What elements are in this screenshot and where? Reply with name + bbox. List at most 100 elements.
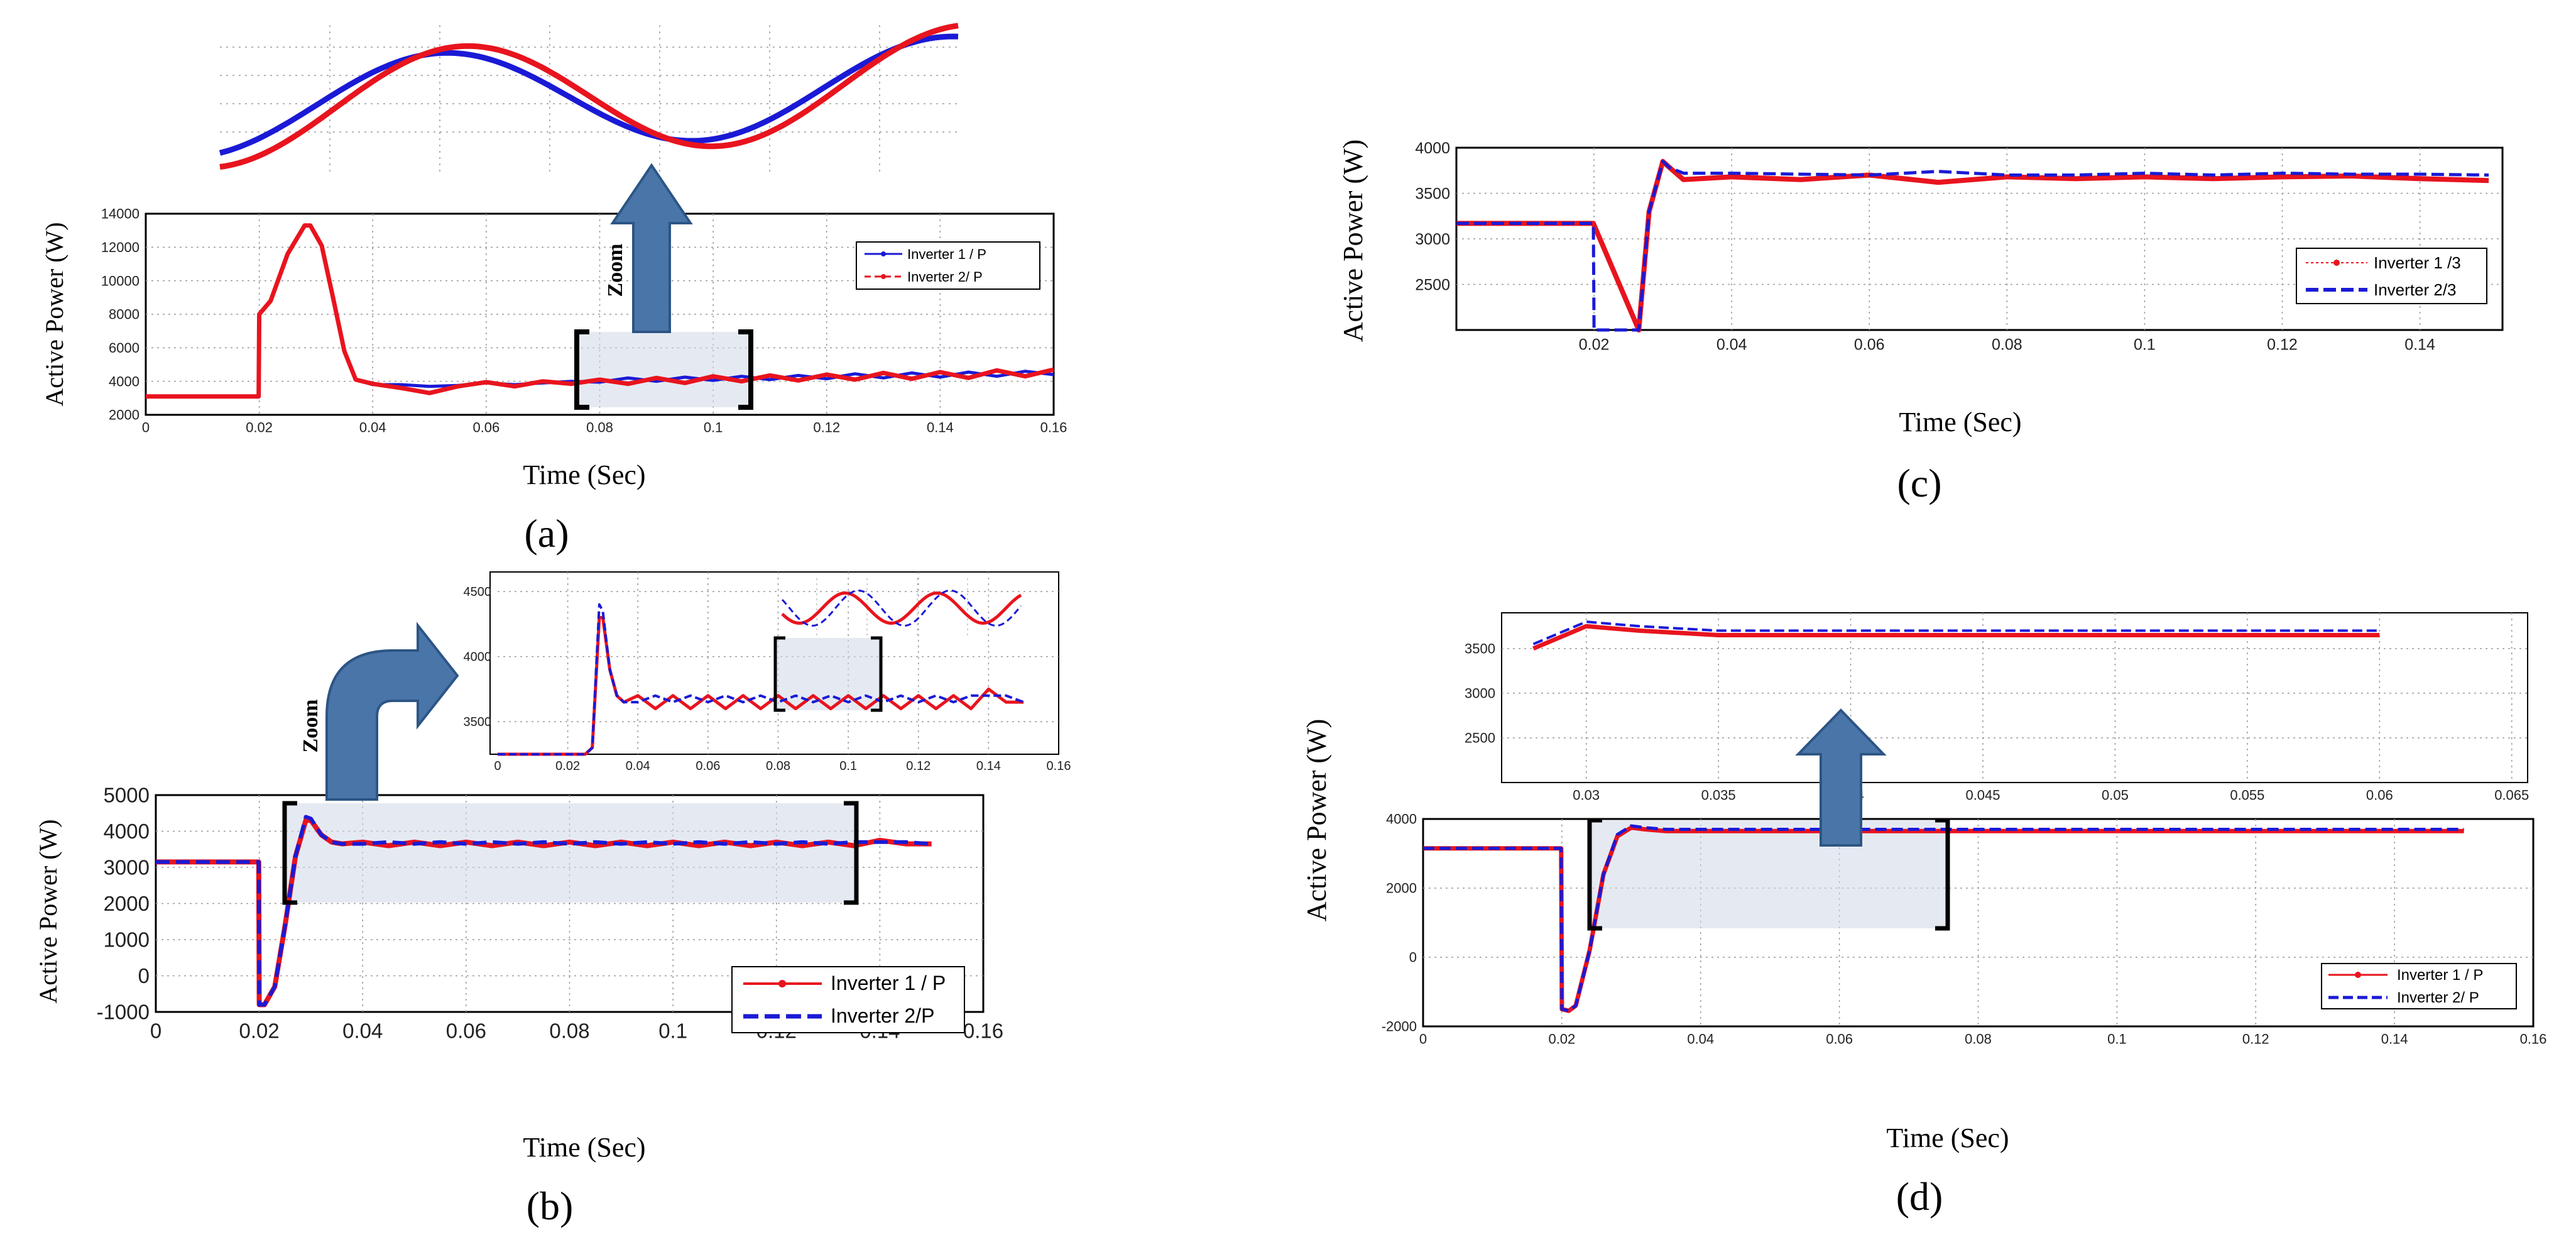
panel-a-inset-line-1: [219, 33, 959, 156]
panel-a-legend-marker-2: [881, 274, 886, 279]
panel-b-inset-y-tick-label: 4000: [464, 651, 492, 664]
panel-a-y-tick-label: 6000: [109, 340, 139, 356]
panel-c-x-tick-label: 0.02: [1579, 336, 1610, 353]
panel-b-y-tick-label: 5000: [104, 784, 150, 807]
panel-a-x-tick-label: 0.1: [704, 420, 723, 436]
panel-b-x-tick-label: 0.02: [239, 1019, 280, 1042]
panel-b-right-bracket: [844, 801, 859, 905]
panel-b-inset-x-ticks: 0 0.02 0.04 0.06 0.08 0.1 0.12 0.14 0.16: [494, 759, 1071, 773]
panel-b-inset-y-tick-label: 3500: [464, 715, 492, 729]
panel-c-x-tick-label: 0.08: [1992, 336, 2022, 353]
panel-b-zoom-label: Zoom: [299, 700, 322, 753]
panel-a-y-tick-label: 2000: [109, 407, 139, 423]
panel-b-left-bracket: [282, 801, 297, 905]
panel-b-zoom-highlight: [285, 803, 856, 903]
panel-d-zoom-arrow-icon: [1795, 708, 1887, 847]
panel-d-y-tick-label: -2000: [1382, 1019, 1417, 1035]
panel-a-zoom-inset: [219, 23, 959, 173]
panel-d-x-ticks: 0 0.02 0.04 0.06 0.08 0.1 0.12 0.14 0.16: [1419, 1031, 2547, 1047]
panel-a-x-tick-label: 0.08: [586, 420, 613, 436]
panel-d-inset-line-2: [1532, 620, 2380, 645]
panel-d-series: [1423, 824, 2464, 1013]
panel-c-legend-label-2: Inverter 2/3: [2374, 280, 2457, 299]
panel-c-x-tick-label: 0.12: [2267, 336, 2298, 353]
panel-c-line-2: [1456, 160, 2489, 332]
panel-d-x-tick-label: 0.02: [1548, 1031, 1575, 1047]
panel-b-x-tick-label: 0.06: [446, 1019, 486, 1042]
panel-c-y-tick-label: 2500: [1415, 276, 1450, 294]
panel-a-x-tick-label: 0.12: [813, 420, 840, 436]
panel-d-inset-x-tick-label: 0.03: [1573, 788, 1600, 803]
panel-d-inset-grid: [1502, 613, 2528, 783]
panel-a-zoom-arrow-icon: [610, 163, 693, 333]
panel-a-x-tick-label: 0.04: [359, 420, 386, 436]
panel-c-x-axis-label: Time (Sec): [1899, 407, 2021, 437]
panel-b-inset-x-tick-label: 0: [494, 759, 501, 773]
panel-b-inset-left-bracket: [773, 636, 785, 712]
panel-d-right-bracket: [1935, 818, 1950, 931]
panel-b-inset: 0 0.02 0.04 0.06 0.08 0.1 0.12 0.14 0.16 3500 400…: [464, 571, 1071, 773]
panel-a-legend-label-1: Inverter 1 / P: [907, 246, 986, 262]
panel-a-zoom-highlight: [577, 332, 751, 407]
panel-a-y-axis-label: Active Power (W): [40, 222, 68, 406]
panel-c-series: [1456, 158, 2489, 332]
panel-b-x-tick-label: 0.16: [963, 1019, 1003, 1042]
panel-a-x-tick-label: 0.14: [927, 420, 954, 436]
panel-d-legend-label-1: Inverter 1 / P: [2397, 967, 2483, 984]
panel-a-series: [146, 223, 1054, 399]
panel-b-inset-x-tick-label: 0.04: [626, 759, 650, 773]
panel-d-left-bracket: [1587, 818, 1602, 931]
panel-d-x-tick-label: 0.1: [2107, 1031, 2127, 1047]
panel-d-inset-frame: [1501, 612, 2528, 783]
panel-b-inset-zoom-highlight: [775, 638, 881, 710]
panel-a-x-tick-label: 0.06: [472, 420, 499, 436]
panel-b-x-tick-label: 0.04: [342, 1019, 383, 1042]
panel-a-x-tick-label: 0: [142, 420, 150, 436]
panel-c-legend: Inverter 1 /3 Inverter 2/3: [2296, 248, 2487, 304]
panel-d-inset-x-tick-label: 0.055: [2230, 788, 2264, 803]
panel-d-y-tick-label: 2000: [1386, 881, 1417, 896]
panel-d-y-tick-label: 0: [1409, 950, 1417, 965]
panel-c-legend-label-1: Inverter 1 /3: [2374, 253, 2461, 272]
panel-d-label: (d): [1896, 1174, 1943, 1219]
panel-b-y-tick-label: 1000: [104, 928, 150, 952]
panel-b-x-axis-label: Time (Sec): [523, 1132, 645, 1163]
panel-c-x-tick-label: 0.06: [1854, 336, 1885, 353]
panel-d-inset-y-tick-label: 3500: [1465, 641, 1495, 657]
panel-a-line-2: [146, 223, 1054, 399]
panel-b-inset-x-tick-label: 0.14: [976, 759, 1001, 773]
panel-a-legend: Inverter 1 / P Inverter 2/ P: [856, 241, 1040, 290]
panel-b-legend-label-1: Inverter 1 / P: [831, 972, 946, 994]
panel-d-inset-series: [1532, 620, 2380, 651]
panel-b-y-tick-label: -1000: [97, 1001, 150, 1024]
panel-d-x-tick-label: 0.08: [1965, 1031, 1992, 1047]
panel-b-y-ticks: -1000 0 1000 2000 3000 4000 5000: [97, 784, 150, 1024]
panel-b-y-axis-label: Active Power (W): [34, 819, 62, 1003]
panel-a-x-ticks: 0 0.02 0.04 0.06 0.08 0.1 0.12 0.14 0.16: [142, 420, 1067, 436]
panel-a-x-tick-label: 0.16: [1040, 420, 1067, 436]
panel-c-legend-box: [2296, 248, 2487, 304]
panel-c-x-tick-label: 0.04: [1716, 336, 1747, 353]
panel-c-x-ticks: 0.02 0.04 0.06 0.08 0.1 0.12 0.14: [1579, 336, 2435, 353]
panel-a-y-tick-label: 4000: [109, 373, 139, 389]
panel-d-y-tick-label: 4000: [1386, 811, 1417, 827]
panel-a-x-axis-label: Time (Sec): [523, 459, 645, 490]
panel-b-x-tick-label: 0.08: [549, 1019, 589, 1042]
panel-b-inset-x-tick-label: 0.08: [766, 759, 790, 773]
panel-a-y-tick-label: 8000: [109, 307, 139, 322]
panel-a-y-ticks: 2000 4000 6000 8000 10000 12000 14000: [101, 206, 139, 423]
panel-d-x-tick-label: 0.04: [1687, 1031, 1714, 1047]
panel-c-x-tick-label: 0.1: [2134, 336, 2156, 353]
panel-c-label: (c): [1897, 461, 1941, 505]
panel-b-inset-mini-zoom: [781, 578, 1022, 638]
panel-b-y-tick-label: 4000: [104, 820, 150, 843]
panel-b-legend: Inverter 1 / P Inverter 2/P: [731, 966, 965, 1033]
panel-b-x-tick-label: 0.1: [658, 1019, 687, 1042]
panel-b-x-tick-label: 0: [150, 1019, 161, 1042]
panel-a-chart: 0 0.02 0.04 0.06 0.08 0.1 0.12 0.14 0.16 2000 400…: [40, 23, 1067, 556]
panel-d-inset-x-tick-label: 0.05: [2102, 788, 2129, 803]
panel-d-inset-y-ticks: 2500 3000 3500: [1465, 641, 1495, 746]
panel-d-inset-line-1: [1532, 624, 2380, 651]
panel-d-inset-x-tick-label: 0.045: [1965, 788, 2000, 803]
